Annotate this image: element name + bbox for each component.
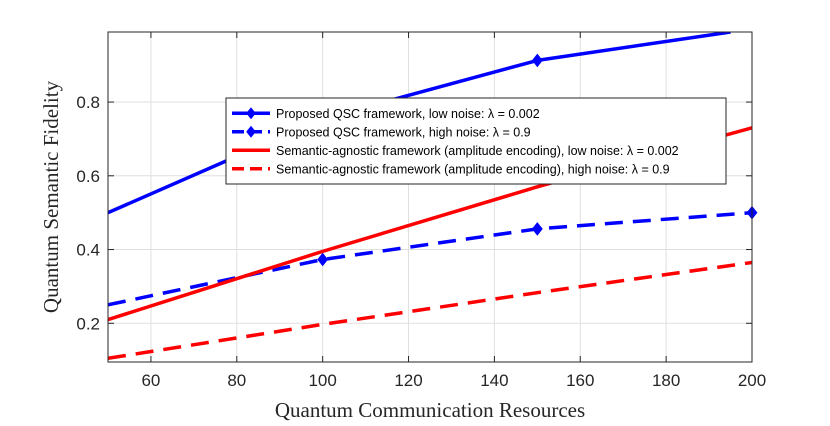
x-tick-label: 140 [480,371,508,390]
x-tick-label: 160 [566,371,594,390]
series-layer [108,32,758,361]
x-tick-label: 60 [141,371,160,390]
x-tick-label: 200 [738,371,766,390]
y-tick-label: 0.4 [76,241,100,260]
y-axis-title: Quantum Semantic Fidelity [39,80,63,313]
legend-label-2: Proposed QSC framework, high noise: λ = … [276,125,531,139]
series-marker-2 [531,222,543,236]
legend-marker-1 [246,107,256,120]
y-tick-label: 0.6 [76,167,100,186]
y-tick-label: 0.8 [76,93,100,112]
legend-label-4: Semantic-agnostic framework (amplitude e… [276,162,670,176]
x-tick-label: 120 [394,371,422,390]
y-tick-label: 0.2 [76,314,100,333]
legend-label-1: Proposed QSC framework, low noise: λ = 0… [276,107,540,121]
legend-marker-2 [246,125,256,138]
legend: Proposed QSC framework, low noise: λ = 0… [225,97,727,185]
x-tick-label: 80 [227,371,246,390]
series-line-2 [108,210,752,307]
x-axis-title: Quantum Communication Resources [275,398,585,422]
series-line-4 [108,260,752,361]
series-marker-2 [317,252,329,267]
grid [108,32,753,362]
series-line-1 [108,32,731,215]
ticks: 60 80 100 120 140 160 180 200 0.2 0.4 0.6 0.8 [76,32,766,390]
x-tick-label: 100 [308,371,336,390]
series-marker-1 [531,53,543,68]
plot-frame [107,31,753,363]
x-tick-label: 180 [652,371,680,390]
legend-box [225,97,727,185]
legend-label-3: Semantic-agnostic framework (amplitude e… [276,144,679,158]
